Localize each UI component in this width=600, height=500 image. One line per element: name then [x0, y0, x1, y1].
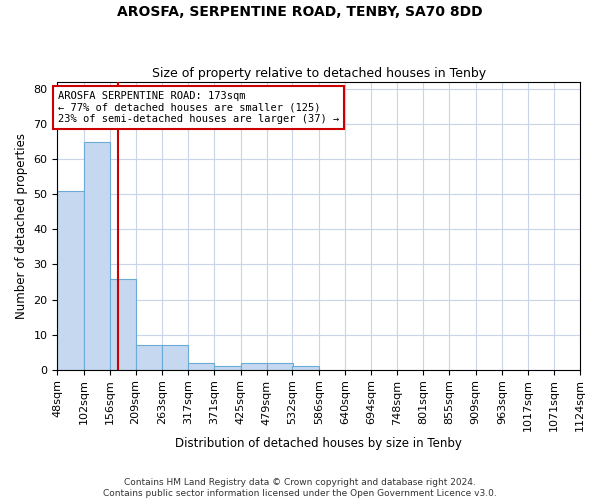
Bar — [214, 366, 241, 370]
X-axis label: Distribution of detached houses by size in Tenby: Distribution of detached houses by size … — [175, 437, 462, 450]
Bar — [136, 345, 162, 370]
Text: AROSFA SERPENTINE ROAD: 173sqm
← 77% of detached houses are smaller (125)
23% of: AROSFA SERPENTINE ROAD: 173sqm ← 77% of … — [58, 91, 339, 124]
Text: Contains HM Land Registry data © Crown copyright and database right 2024.
Contai: Contains HM Land Registry data © Crown c… — [103, 478, 497, 498]
Bar — [267, 362, 293, 370]
Title: Size of property relative to detached houses in Tenby: Size of property relative to detached ho… — [152, 66, 486, 80]
Bar — [241, 362, 267, 370]
Y-axis label: Number of detached properties: Number of detached properties — [15, 133, 28, 319]
Bar — [110, 278, 136, 370]
Bar — [58, 191, 83, 370]
Bar — [292, 366, 319, 370]
Bar — [162, 345, 188, 370]
Bar — [188, 362, 214, 370]
Text: AROSFA, SERPENTINE ROAD, TENBY, SA70 8DD: AROSFA, SERPENTINE ROAD, TENBY, SA70 8DD — [117, 5, 483, 19]
Bar — [83, 142, 110, 370]
